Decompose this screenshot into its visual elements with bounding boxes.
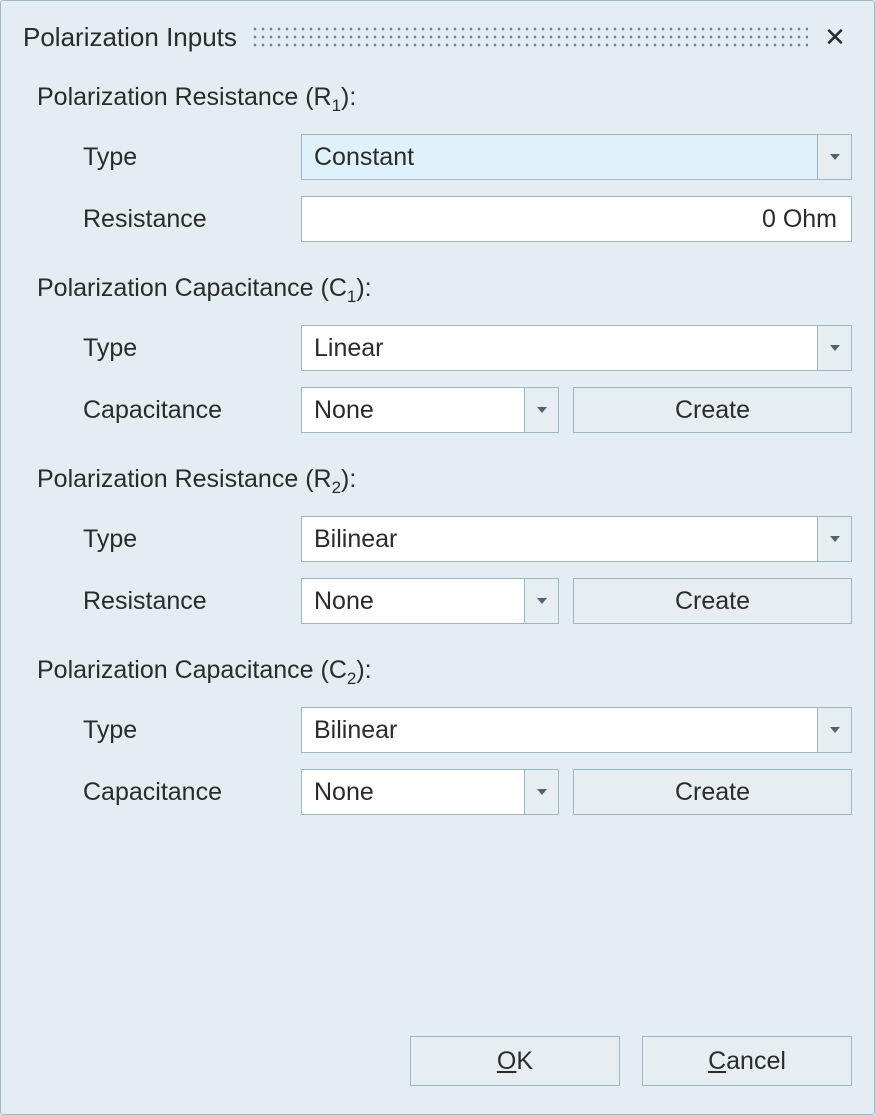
section-r1: Polarization Resistance (R1): Type Const…	[23, 83, 852, 242]
cancel-rest: ancel	[726, 1047, 786, 1075]
c2-value-row: Capacitance None Create	[37, 769, 852, 815]
chevron-down-icon	[537, 407, 547, 413]
c2-type-row: Type Bilinear	[37, 707, 852, 753]
heading-text: Polarization Capacitance (C	[37, 656, 347, 684]
chevron-down-icon	[830, 727, 840, 733]
c1-type-combo[interactable]: Linear	[301, 325, 852, 371]
r1-type-combo[interactable]: Constant	[301, 134, 852, 180]
c1-type-label: Type	[83, 334, 301, 363]
ok-rest: K	[516, 1047, 533, 1075]
c2-type-value: Bilinear	[302, 716, 817, 745]
panel-title: Polarization Inputs	[23, 22, 251, 53]
r2-type-value: Bilinear	[302, 525, 817, 554]
cancel-button[interactable]: Cancel	[642, 1036, 852, 1086]
chevron-down-icon	[537, 598, 547, 604]
heading-text: Polarization Resistance (R	[37, 465, 332, 493]
r2-value-label: Resistance	[83, 587, 301, 616]
section-r2: Polarization Resistance (R2): Type Bilin…	[23, 465, 852, 624]
r2-create-button[interactable]: Create	[573, 578, 852, 624]
c1-capacitance-value: None	[302, 396, 524, 425]
chevron-down-icon	[830, 345, 840, 351]
chevron-down-icon	[830, 154, 840, 160]
c1-type-row: Type Linear	[37, 325, 852, 371]
footer-buttons: OK Cancel	[410, 1036, 852, 1086]
c2-value-label: Capacitance	[83, 778, 301, 807]
section-c2-heading: Polarization Capacitance (C2):	[37, 656, 852, 689]
section-c1: Polarization Capacitance (C1): Type Line…	[23, 274, 852, 433]
c1-create-button[interactable]: Create	[573, 387, 852, 433]
c1-value-label: Capacitance	[83, 396, 301, 425]
c2-capacitance-value: None	[302, 778, 524, 807]
section-c1-heading: Polarization Capacitance (C1):	[37, 274, 852, 307]
c2-create-button[interactable]: Create	[573, 769, 852, 815]
ok-button[interactable]: OK	[410, 1036, 620, 1086]
heading-tail: ):	[341, 83, 356, 111]
ok-mnemonic: O	[497, 1047, 516, 1075]
c1-value-row: Capacitance None Create	[37, 387, 852, 433]
section-r2-heading: Polarization Resistance (R2):	[37, 465, 852, 498]
r1-resistance-input[interactable]	[301, 196, 852, 242]
section-r1-heading: Polarization Resistance (R1):	[37, 83, 852, 116]
c2-type-combo[interactable]: Bilinear	[301, 707, 852, 753]
heading-text: Polarization Capacitance (C	[37, 274, 347, 302]
heading-text: Polarization Resistance (R	[37, 83, 332, 111]
drag-grip[interactable]	[251, 23, 808, 51]
r2-type-row: Type Bilinear	[37, 516, 852, 562]
r1-type-value: Constant	[302, 143, 817, 172]
r2-resistance-value: None	[302, 587, 524, 616]
r1-value-label: Resistance	[83, 205, 301, 234]
c2-capacitance-dropdown-button[interactable]	[524, 770, 558, 814]
heading-subscript: 2	[332, 478, 341, 497]
heading-subscript: 2	[347, 669, 356, 688]
r2-type-dropdown-button[interactable]	[817, 517, 851, 561]
c2-capacitance-combo[interactable]: None	[301, 769, 559, 815]
heading-tail: ):	[356, 274, 371, 302]
c1-type-dropdown-button[interactable]	[817, 326, 851, 370]
close-button[interactable]: ✕	[818, 20, 852, 54]
r1-type-label: Type	[83, 143, 301, 172]
chevron-down-icon	[537, 789, 547, 795]
r2-type-label: Type	[83, 525, 301, 554]
chevron-down-icon	[830, 536, 840, 542]
heading-tail: ):	[356, 656, 371, 684]
heading-tail: ):	[341, 465, 356, 493]
r2-type-combo[interactable]: Bilinear	[301, 516, 852, 562]
heading-subscript: 1	[347, 287, 356, 306]
section-c2: Polarization Capacitance (C2): Type Bili…	[23, 656, 852, 815]
polarization-inputs-panel: Polarization Inputs ✕ Polarization Resis…	[0, 0, 875, 1115]
c2-type-label: Type	[83, 716, 301, 745]
c2-type-dropdown-button[interactable]	[817, 708, 851, 752]
cancel-mnemonic: C	[708, 1047, 726, 1075]
c1-type-value: Linear	[302, 334, 817, 363]
r1-value-row: Resistance	[37, 196, 852, 242]
r2-value-row: Resistance None Create	[37, 578, 852, 624]
r1-type-row: Type Constant	[37, 134, 852, 180]
titlebar: Polarization Inputs ✕	[23, 19, 852, 55]
c1-capacitance-combo[interactable]: None	[301, 387, 559, 433]
r1-type-dropdown-button[interactable]	[817, 135, 851, 179]
heading-subscript: 1	[332, 96, 341, 115]
r2-resistance-combo[interactable]: None	[301, 578, 559, 624]
c1-capacitance-dropdown-button[interactable]	[524, 388, 558, 432]
r2-resistance-dropdown-button[interactable]	[524, 579, 558, 623]
